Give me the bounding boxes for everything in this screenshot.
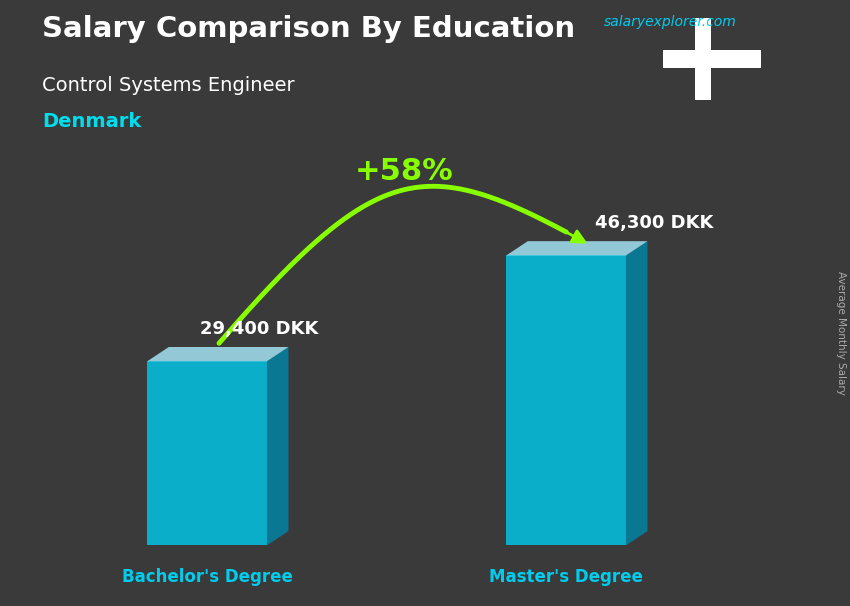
Bar [663,50,761,68]
Polygon shape [147,361,267,545]
Polygon shape [267,347,288,545]
Polygon shape [147,347,288,361]
Bar [694,18,711,100]
Polygon shape [626,241,648,545]
Text: Denmark: Denmark [42,112,142,131]
Text: Control Systems Engineer: Control Systems Engineer [42,76,295,95]
Text: Master's Degree: Master's Degree [489,568,643,586]
Text: Average Monthly Salary: Average Monthly Salary [836,271,846,395]
Text: +58%: +58% [355,157,454,186]
Text: salaryexplorer.com: salaryexplorer.com [604,15,736,29]
Text: Salary Comparison By Education: Salary Comparison By Education [42,15,575,43]
Text: 46,300 DKK: 46,300 DKK [595,214,713,232]
Text: Bachelor's Degree: Bachelor's Degree [122,568,292,586]
Polygon shape [507,256,626,545]
Polygon shape [507,241,648,256]
Text: 29,400 DKK: 29,400 DKK [200,319,318,338]
